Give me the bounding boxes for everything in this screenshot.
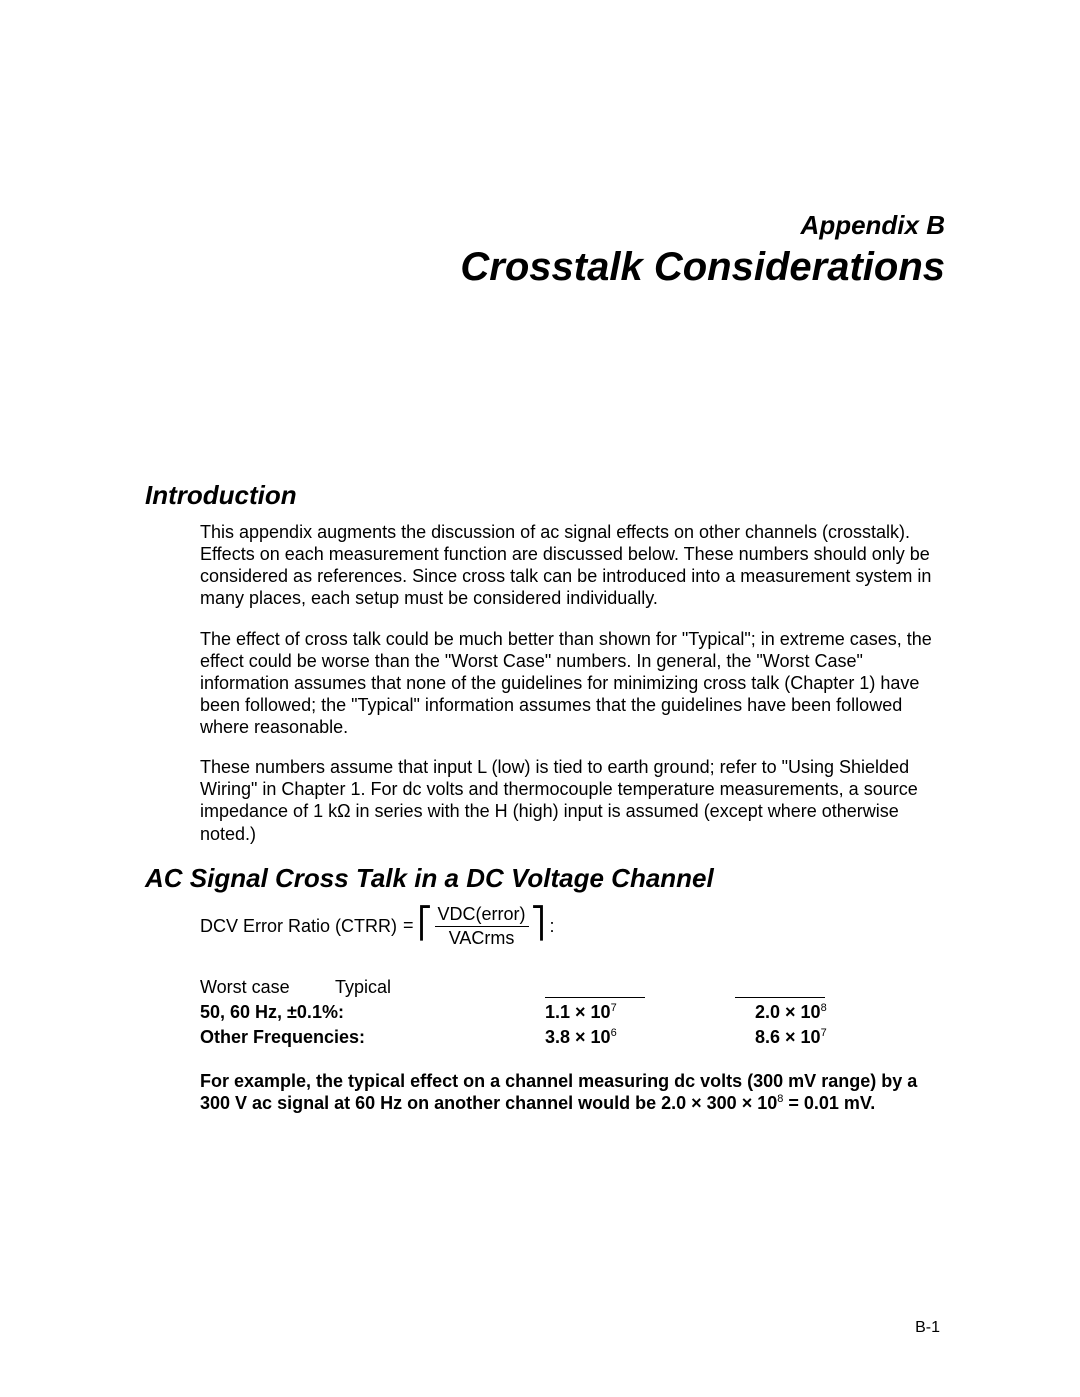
col-header-typical: Typical xyxy=(335,977,465,998)
cell-typical: 2.0 × 108 xyxy=(725,1002,935,1023)
appendix-label: Appendix B xyxy=(145,210,945,241)
cell-exponent: 7 xyxy=(821,1027,827,1039)
page-number: B-1 xyxy=(915,1319,940,1337)
example-text-b: 2.0 × 300 × 10 xyxy=(656,1093,777,1113)
ac-dc-block: DCV Error Ratio (CTRR) = ⎡ VDC(error) VA… xyxy=(200,904,945,1115)
intro-block: This appendix augments the discussion of… xyxy=(200,521,945,845)
table-header-row: Worst case Typical xyxy=(200,977,945,998)
bracket-open-icon: ⎡ xyxy=(416,909,435,939)
cell-worst: 3.8 × 106 xyxy=(400,1027,725,1048)
appendix-title: Crosstalk Considerations xyxy=(145,245,945,290)
fraction: VDC(error) VACrms xyxy=(435,904,529,949)
cell-base: 2.0 × 10 xyxy=(755,1002,821,1022)
cell-base: 8.6 × 10 xyxy=(755,1027,821,1047)
example-text-c: = 0.01 mV. xyxy=(783,1093,875,1113)
intro-paragraph: These numbers assume that input L (low) … xyxy=(200,756,945,845)
table-row: Other Frequencies: 3.8 × 106 8.6 × 107 xyxy=(200,1027,945,1048)
bracket-close-icon: ⎤ xyxy=(529,909,548,939)
trailing-colon: : xyxy=(550,916,555,937)
cell-typical: 8.6 × 107 xyxy=(725,1027,935,1048)
page: Appendix B Crosstalk Considerations Intr… xyxy=(0,0,1080,1397)
row-label: Other Frequencies: xyxy=(200,1027,400,1048)
cell-exponent: 8 xyxy=(821,1002,827,1014)
row-label: 50, 60 Hz, ±0.1%: xyxy=(200,1002,400,1023)
col-header-worst: Worst case xyxy=(200,977,335,998)
example-paragraph: For example, the typical effect on a cha… xyxy=(200,1070,945,1115)
cell-exponent: 7 xyxy=(611,1002,617,1014)
crosstalk-table: Worst case Typical 50, 60 Hz, ±0.1%: 1.1… xyxy=(200,977,945,1048)
cell-base: 3.8 × 10 xyxy=(545,1027,611,1047)
section-heading-introduction: Introduction xyxy=(145,480,945,511)
intro-paragraph: The effect of cross talk could be much b… xyxy=(200,628,945,739)
intro-paragraph: This appendix augments the discussion of… xyxy=(200,521,945,610)
equals-sign: = xyxy=(403,915,414,936)
denominator: VACrms xyxy=(446,927,518,949)
formula-label: DCV Error Ratio (CTRR) xyxy=(200,916,397,937)
col-underline xyxy=(545,979,645,998)
ctrr-formula: DCV Error Ratio (CTRR) = ⎡ VDC(error) VA… xyxy=(200,904,945,949)
cell-base: 1.1 × 10 xyxy=(545,1002,611,1022)
col-underline xyxy=(735,979,825,998)
numerator: VDC(error) xyxy=(435,904,529,927)
fraction-wrap: ⎡ VDC(error) VACrms ⎤ xyxy=(416,904,548,949)
cell-worst: 1.1 × 107 xyxy=(400,1002,725,1023)
cell-exponent: 6 xyxy=(611,1027,617,1039)
table-row: 50, 60 Hz, ±0.1%: 1.1 × 107 2.0 × 108 xyxy=(200,1002,945,1023)
section-heading-ac-dc: AC Signal Cross Talk in a DC Voltage Cha… xyxy=(145,863,945,894)
